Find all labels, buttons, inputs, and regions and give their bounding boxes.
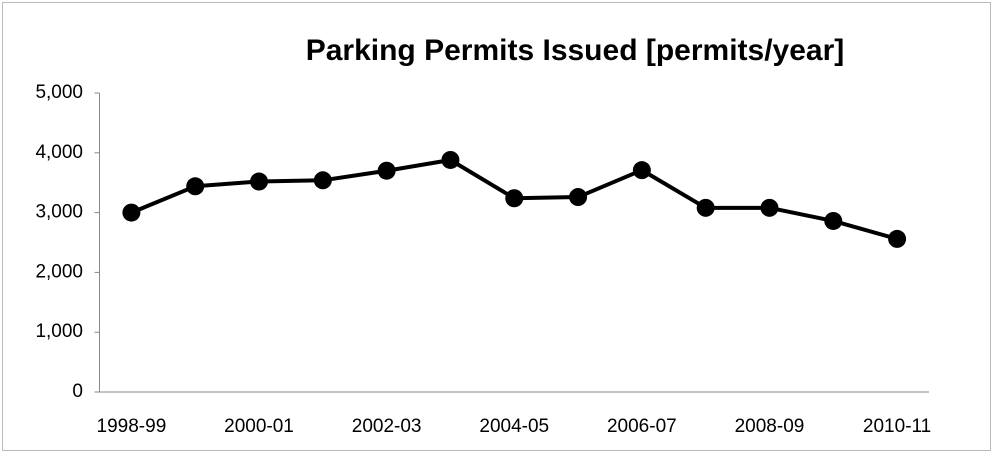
y-tick-label: 1,000 xyxy=(35,321,83,342)
x-tick-label: 2008-09 xyxy=(735,416,805,437)
x-tick-label: 2004-05 xyxy=(479,416,549,437)
marker xyxy=(250,172,269,191)
y-tick-label: 0 xyxy=(72,381,83,402)
y-tick-label: 4,000 xyxy=(35,142,83,163)
marker xyxy=(122,203,141,222)
marker xyxy=(377,161,396,180)
chart-title: Parking Permits Issued [permits/year] xyxy=(306,34,845,67)
x-tick-label: 2000-01 xyxy=(224,416,294,437)
marker xyxy=(569,188,588,207)
marker xyxy=(313,171,332,190)
x-tick-label: 1998-99 xyxy=(97,416,167,437)
marker xyxy=(824,211,843,230)
y-tick-label: 2,000 xyxy=(35,261,83,282)
marker xyxy=(696,198,715,217)
marker xyxy=(760,198,779,217)
y-tick-label: 5,000 xyxy=(35,82,83,103)
marker xyxy=(186,177,205,196)
marker xyxy=(888,229,907,248)
marker xyxy=(441,150,460,169)
x-tick-label: 2006-07 xyxy=(607,416,677,437)
x-tick-label: 2002-03 xyxy=(352,416,422,437)
y-tick-label: 3,000 xyxy=(35,202,83,223)
marker xyxy=(505,189,524,208)
marker xyxy=(632,161,651,180)
x-tick-label: 2010-11 xyxy=(863,416,931,437)
